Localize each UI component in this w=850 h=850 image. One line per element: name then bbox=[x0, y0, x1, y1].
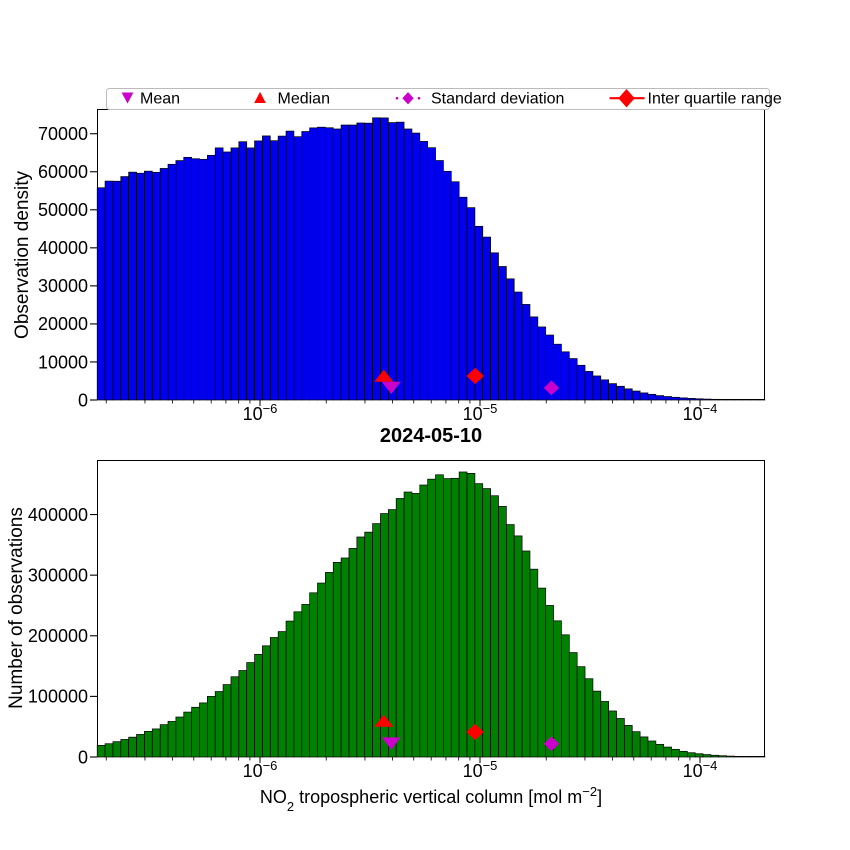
svg-text:Mean: Mean bbox=[140, 91, 180, 108]
svg-text:100000: 100000 bbox=[28, 687, 88, 707]
svg-text:Observation density: Observation density bbox=[12, 171, 33, 339]
svg-text:0: 0 bbox=[78, 747, 88, 767]
svg-text:0: 0 bbox=[78, 390, 88, 410]
svg-text:10000: 10000 bbox=[38, 352, 88, 372]
svg-text:30000: 30000 bbox=[38, 276, 88, 296]
svg-text:20000: 20000 bbox=[38, 314, 88, 334]
svg-text:Median: Median bbox=[278, 91, 330, 108]
svg-text:2024-05-10: 2024-05-10 bbox=[380, 425, 482, 447]
svg-text:Number of observations: Number of observations bbox=[6, 507, 27, 709]
svg-text:70000: 70000 bbox=[38, 124, 88, 144]
svg-text:300000: 300000 bbox=[28, 565, 88, 585]
svg-text:Inter quartile range: Inter quartile range bbox=[648, 91, 782, 108]
svg-text:Standard deviation: Standard deviation bbox=[431, 91, 564, 108]
svg-text:400000: 400000 bbox=[28, 505, 88, 525]
svg-text:50000: 50000 bbox=[38, 200, 88, 220]
svg-text:40000: 40000 bbox=[38, 238, 88, 258]
svg-text:200000: 200000 bbox=[28, 626, 88, 646]
svg-text:60000: 60000 bbox=[38, 162, 88, 182]
